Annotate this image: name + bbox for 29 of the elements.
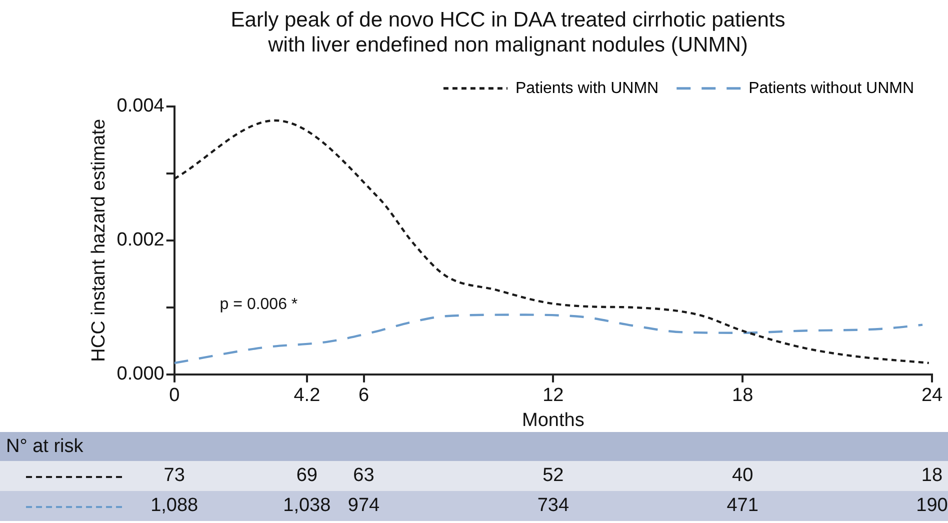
text: 63 bbox=[353, 465, 374, 487]
legend-label: Patients with UNMN bbox=[515, 80, 659, 97]
x-tick-label: 18 bbox=[732, 385, 754, 406]
text: 190 bbox=[916, 495, 948, 517]
y-tick-label: 0.002 bbox=[116, 230, 164, 251]
text: 69 bbox=[296, 465, 318, 487]
annotation: p = 0.006 * bbox=[220, 296, 298, 314]
x-tick-label: 12 bbox=[542, 385, 564, 406]
y-tick-label: 0.000 bbox=[116, 364, 164, 385]
y-axis-title: HCC instant hazard estimate bbox=[88, 118, 110, 362]
text: 18 bbox=[921, 465, 943, 487]
x-tick-label: 4.2 bbox=[294, 385, 320, 406]
text: 974 bbox=[348, 495, 380, 517]
text: 471 bbox=[726, 495, 758, 517]
text: 52 bbox=[542, 465, 564, 487]
text: 40 bbox=[732, 465, 754, 487]
legend-label: Patients without UNMN bbox=[748, 80, 914, 97]
x-tick-label: 6 bbox=[358, 385, 370, 406]
text: N° at risk bbox=[6, 436, 84, 458]
line-series bbox=[174, 314, 924, 364]
text: 1,088 bbox=[150, 495, 198, 517]
text: 734 bbox=[537, 495, 570, 517]
chart-title: Early peak of de novo HCC in DAA treated cirrhotic patients with liver endefined non malignant nodules (UNMN) bbox=[230, 8, 786, 57]
text: 1,038 bbox=[283, 495, 331, 517]
x-tick-label: 24 bbox=[921, 385, 943, 406]
text: 73 bbox=[164, 465, 185, 487]
x-axis-title: Months bbox=[522, 410, 584, 431]
y-tick-label: 0.004 bbox=[116, 96, 165, 117]
x-tick-label: 0 bbox=[169, 385, 180, 406]
